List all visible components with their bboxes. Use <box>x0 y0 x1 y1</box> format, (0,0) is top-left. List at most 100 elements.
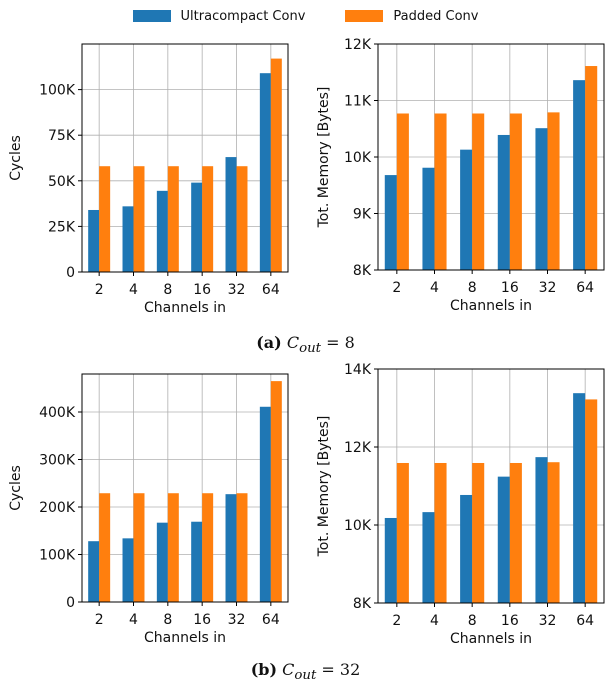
x-axis-label: Channels in <box>450 631 532 647</box>
bar-ultracompact <box>225 157 237 272</box>
bar-padded <box>202 166 214 272</box>
y-tick-label: 0 <box>66 595 75 611</box>
bar-padded <box>202 493 214 602</box>
bar-ultracompact <box>535 128 548 270</box>
bar-padded <box>133 493 145 602</box>
bar-padded <box>585 66 598 270</box>
legend-label-padded: Padded Conv <box>393 8 479 24</box>
plot-frame <box>377 368 605 604</box>
caption-a-label: (a) <box>256 333 282 352</box>
y-tick-label: 11K <box>344 94 372 110</box>
chart-2: 8K 9K 10K 11K 12K 2 4 8 16 32 64 Channels in Tot. Me… <box>316 37 605 314</box>
x-tick-label: 16 <box>193 282 211 298</box>
x-tick-label: 32 <box>228 282 246 298</box>
y-tick-label: 12K <box>344 37 372 53</box>
bar-ultracompact <box>225 494 237 602</box>
bar-ultracompact <box>535 457 548 603</box>
y-axis-label: Tot. Memory [Bytes] <box>316 416 332 558</box>
y-tick-label: 25K <box>48 219 76 235</box>
x-tick-label: 2 <box>392 613 401 629</box>
x-axis-label: Channels in <box>144 300 226 316</box>
chart-3: 0 100K 200K 300K 400K 2 4 8 16 32 64 Channels in Cyc… <box>8 373 289 646</box>
chart-4: 8K 10K 12K 14K 2 4 8 16 32 64 Channels in Tot. Memo… <box>316 362 605 647</box>
bar-padded <box>434 462 447 603</box>
bar-padded <box>509 462 522 603</box>
bar-ultracompact <box>573 393 586 603</box>
bar-padded <box>167 166 179 272</box>
x-tick-label: 16 <box>193 612 211 628</box>
bar-padded <box>270 381 282 602</box>
bar-padded <box>99 166 111 272</box>
y-tick-label: 10K <box>344 150 372 166</box>
y-tick-label: 8K <box>353 596 372 612</box>
y-tick-label: 200K <box>39 500 76 516</box>
x-tick-label: 4 <box>430 613 439 629</box>
legend-swatch-padded <box>345 10 384 22</box>
bar-padded <box>396 113 409 271</box>
bar-ultracompact <box>497 134 510 270</box>
caption-b: (b) Cout = 32 <box>0 660 611 683</box>
legend-item-ultracompact: Ultracompact Conv <box>132 8 306 24</box>
bar-ultracompact <box>191 521 203 602</box>
y-tick-label: 300K <box>39 453 76 469</box>
x-tick-label: 64 <box>262 282 280 298</box>
bar-ultracompact <box>384 175 397 270</box>
bar-padded <box>585 399 598 603</box>
bar-padded <box>133 166 145 272</box>
bar-ultracompact <box>460 149 473 270</box>
x-tick-label: 16 <box>501 280 519 296</box>
bar-padded <box>236 493 248 602</box>
caption-a-sub: out <box>299 341 322 357</box>
x-tick-label: 2 <box>95 612 104 628</box>
bar-ultracompact <box>259 73 271 273</box>
bar-padded <box>472 462 485 603</box>
y-tick-label: 100K <box>39 83 76 99</box>
bar-padded <box>270 58 282 273</box>
x-axis-label: Channels in <box>144 630 226 646</box>
x-tick-label: 8 <box>163 612 172 628</box>
caption-b-var: C <box>282 660 295 679</box>
bar-ultracompact <box>122 206 134 272</box>
x-tick-label: 16 <box>501 613 519 629</box>
y-tick-label: 100K <box>39 548 76 564</box>
bar-padded <box>509 113 522 271</box>
x-tick-label: 4 <box>430 280 439 296</box>
bar-ultracompact <box>191 182 203 272</box>
caption-a-var: C <box>286 333 300 352</box>
bar-ultracompact <box>156 522 168 602</box>
legend-item-padded: Padded Conv <box>345 9 478 24</box>
legend-swatch-ultracompact <box>132 10 171 22</box>
y-tick-label: 50K <box>48 174 76 190</box>
legend-label-ultracompact: Ultracompact Conv <box>180 8 306 24</box>
x-tick-label: 32 <box>539 613 557 629</box>
y-tick-label: 12K <box>344 440 372 456</box>
bar-ultracompact <box>259 406 271 602</box>
caption-b-sub: out <box>294 668 317 684</box>
y-axis-label: Cycles <box>8 465 24 511</box>
y-tick-label: 75K <box>48 128 76 144</box>
y-tick-label: 0 <box>66 265 75 281</box>
bar-padded <box>472 113 485 271</box>
y-tick-label: 8K <box>353 263 372 279</box>
x-tick-label: 8 <box>163 282 172 298</box>
caption-b-label: (b) <box>250 660 278 679</box>
plot-frame <box>81 43 289 273</box>
bar-ultracompact <box>422 512 435 603</box>
bar-ultracompact <box>573 80 586 270</box>
y-axis-label: Tot. Memory [Bytes] <box>316 87 332 229</box>
x-tick-label: 64 <box>576 613 594 629</box>
x-tick-label: 4 <box>129 282 138 298</box>
bar-ultracompact <box>497 476 510 603</box>
y-tick-label: 9K <box>353 207 372 223</box>
bar-padded <box>236 166 248 272</box>
bar-ultracompact <box>122 538 134 602</box>
x-tick-label: 32 <box>228 612 246 628</box>
y-tick-label: 10K <box>344 518 372 534</box>
bar-ultracompact <box>422 167 435 270</box>
bar-ultracompact <box>384 517 397 603</box>
x-tick-label: 64 <box>262 612 280 628</box>
bar-ultracompact <box>460 494 473 603</box>
x-tick-label: 2 <box>392 280 401 296</box>
bar-padded <box>396 462 409 603</box>
x-tick-label: 64 <box>576 280 594 296</box>
